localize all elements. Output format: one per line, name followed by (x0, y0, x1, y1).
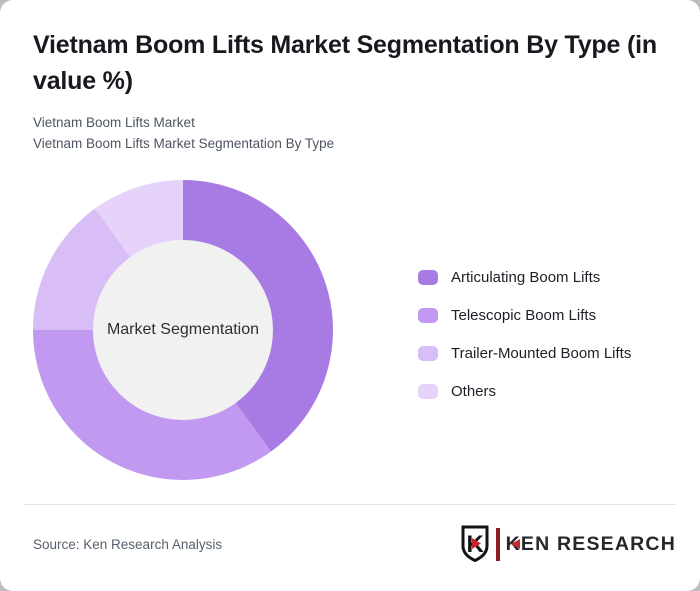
legend-swatch (418, 270, 438, 285)
subtitle-block: Vietnam Boom Lifts Market Vietnam Boom L… (33, 112, 334, 154)
legend-label: Articulating Boom Lifts (451, 269, 601, 286)
page-title-line-1: Vietnam Boom Lifts Market Segmentation B… (33, 31, 657, 59)
brand-k-accent-icon (510, 539, 520, 549)
brand-wordmark: KEN RESEARCH (506, 533, 676, 556)
page-title: Vietnam Boom Lifts Market Segmentation B… (33, 27, 657, 99)
legend-item: Telescopic Boom Lifts (418, 307, 631, 324)
legend: Articulating Boom Lifts Telescopic Boom L… (418, 269, 632, 400)
ken-research-logo: K KEN RESEARCH (460, 524, 676, 564)
source-text: Source: Ken Research Analysis (33, 537, 223, 552)
donut-chart: Market Segmentation (33, 180, 333, 480)
page-title-line-2: value %) (33, 67, 133, 95)
legend-item: Articulating Boom Lifts (418, 269, 631, 286)
legend-label: Telescopic Boom Lifts (451, 307, 597, 324)
legend-item: Others (418, 383, 631, 400)
donut-center-label: Market Segmentation (106, 321, 260, 338)
subtitle-line-2: Vietnam Boom Lifts Market Segmentation B… (33, 136, 335, 151)
legend-swatch (418, 308, 438, 323)
subtitle-line-1: Vietnam Boom Lifts Market (33, 115, 195, 130)
legend-swatch (418, 384, 438, 399)
ken-research-shield-icon: K (461, 525, 489, 563)
legend-swatch (418, 346, 438, 361)
donut-hole: Market Segmentation (93, 240, 273, 420)
logo-separator (496, 527, 500, 561)
brand-wordmark-text: KEN RESEARCH (505, 532, 676, 555)
legend-label: Trailer-Mounted Boom Lifts (451, 345, 632, 362)
footer-divider (24, 504, 676, 505)
legend-label: Others (451, 383, 497, 400)
legend-item: Trailer-Mounted Boom Lifts (418, 345, 632, 362)
